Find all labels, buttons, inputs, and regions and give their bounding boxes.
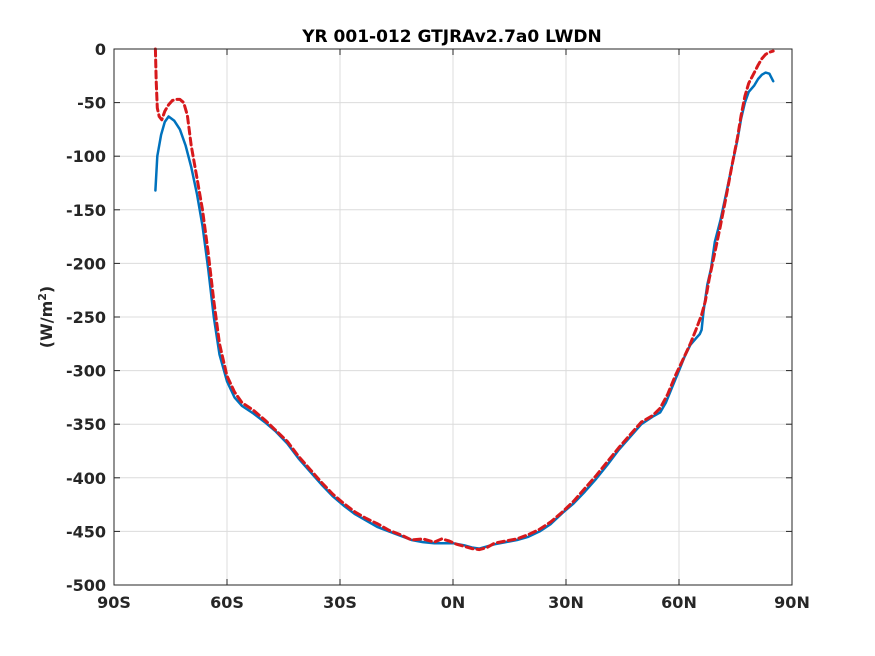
y-axis-label: (W/m2)	[36, 286, 57, 348]
x-axis: 90S 60S 30S 0N 30N 60N 90N	[97, 49, 810, 612]
y-tick-label: -500	[66, 576, 106, 595]
y-tick-label: 0	[95, 40, 106, 59]
x-tick-label: 60N	[661, 593, 697, 612]
y-axis: 0 -50 -100 -150 -200 -250 -300 -350 -400 -450 -500	[66, 40, 792, 595]
y-tick-label: -150	[66, 201, 106, 220]
x-tick-label: 60S	[210, 593, 244, 612]
series-layer	[153, 47, 775, 552]
y-tick-label: -100	[66, 147, 106, 166]
y-axis-label-sup: 2	[36, 293, 49, 301]
y-tick-label: -350	[66, 415, 106, 434]
series-line-1	[154, 71, 775, 550]
y-tick-label: -300	[66, 362, 106, 381]
x-tick-label: 30S	[323, 593, 357, 612]
y-axis-label-main: (W/m	[37, 301, 56, 348]
y-tick-label: -200	[66, 254, 106, 273]
y-tick-label: -250	[66, 308, 106, 327]
y-tick-label: -400	[66, 469, 106, 488]
y-tick-label: -450	[66, 522, 106, 541]
x-tick-label: 90S	[97, 593, 131, 612]
chart-title: YR 001-012 GTJRAv2.7a0 LWDN	[301, 27, 602, 47]
y-tick-label: -50	[77, 94, 106, 113]
x-tick-label: 0N	[441, 593, 466, 612]
y-axis-label-close: )	[37, 286, 56, 293]
x-tick-label: 30N	[548, 593, 584, 612]
series-line-2	[153, 47, 775, 552]
x-tick-label: 90N	[774, 593, 810, 612]
